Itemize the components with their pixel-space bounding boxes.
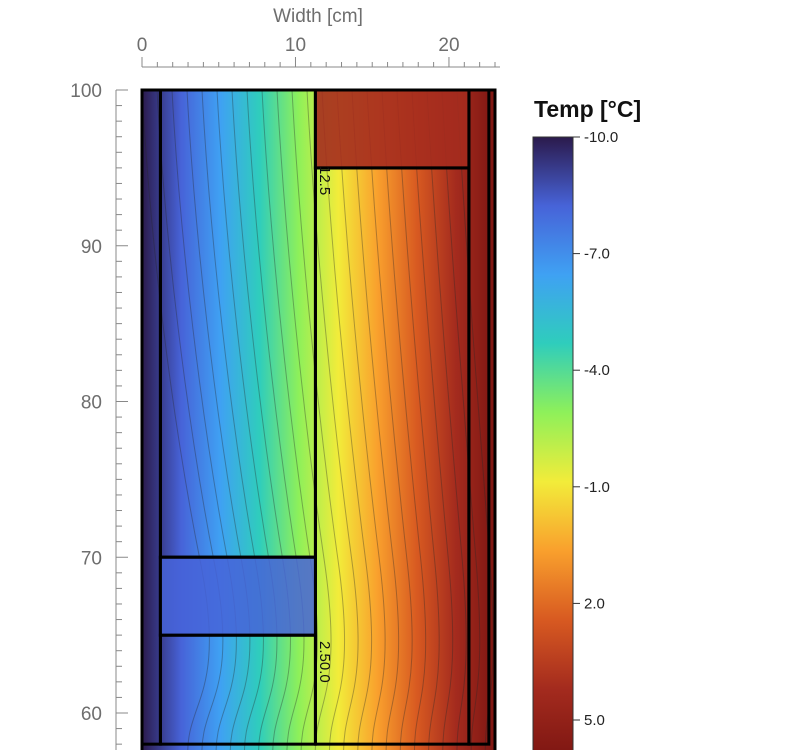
- x-axis: 0 10 20: [137, 35, 500, 68]
- x-axis-title: Width [cm]: [273, 6, 363, 27]
- contour-lines: [142, 90, 494, 750]
- material-regions: [142, 90, 491, 746]
- inset-block: [158, 555, 317, 637]
- contour-label-bottom: 2.50.0: [316, 641, 333, 683]
- colorbar-tick-label: -4.0: [584, 362, 610, 379]
- colorbar-tick-label: -7.0: [584, 246, 610, 263]
- contour-line: [381, 90, 427, 750]
- x-tick-label: 10: [285, 35, 306, 56]
- heatmap-field: [142, 90, 495, 750]
- y-tick-label: 70: [81, 548, 102, 569]
- contour-line: [246, 90, 305, 750]
- contour-line: [411, 90, 454, 750]
- contour-line: [186, 90, 251, 750]
- y-tick-label: 90: [81, 237, 102, 258]
- colorbar-ticks: -10.0 -7.0 -4.0 -1.0 2.0 5.0: [573, 129, 618, 729]
- plot-frame: [140, 88, 497, 750]
- x-tick-label: 20: [438, 35, 459, 56]
- contour-line: [366, 90, 413, 750]
- y-axis: 60 70 80 90 100: [70, 81, 128, 750]
- contour-line: [261, 90, 319, 750]
- colorbar-title: Temp [°C]: [534, 96, 641, 122]
- y-tick-label: 80: [81, 393, 102, 414]
- contour-line: [171, 90, 237, 750]
- contour-label-top: 12.5: [316, 166, 333, 195]
- contour-line: [441, 90, 481, 750]
- colorbar: [532, 136, 574, 750]
- colorbar-tick-label: -1.0: [584, 479, 610, 496]
- contour-line: [231, 90, 291, 750]
- colorbar-tick-label: 2.0: [584, 595, 605, 612]
- contour-line: [351, 90, 400, 750]
- contour-line: [396, 90, 440, 750]
- contour-line: [336, 90, 386, 750]
- x-tick-label: 0: [137, 35, 148, 56]
- contour-line: [426, 90, 467, 750]
- region-outline: [467, 90, 491, 746]
- contour-line: [142, 90, 210, 750]
- colorbar-tick-label: 5.0: [584, 712, 605, 729]
- y-tick-label: 60: [81, 704, 102, 725]
- y-tick-label: 100: [70, 81, 102, 102]
- colorbar-tick-label: -10.0: [584, 129, 618, 146]
- contour-line: [201, 90, 264, 750]
- heatmap-plot: [142, 90, 495, 750]
- contour-line: [156, 90, 224, 750]
- contour-line: [216, 90, 278, 750]
- contour-line: [276, 90, 332, 750]
- contour-line: [321, 90, 373, 750]
- contour-line: [291, 90, 346, 750]
- top-slab: [313, 90, 471, 170]
